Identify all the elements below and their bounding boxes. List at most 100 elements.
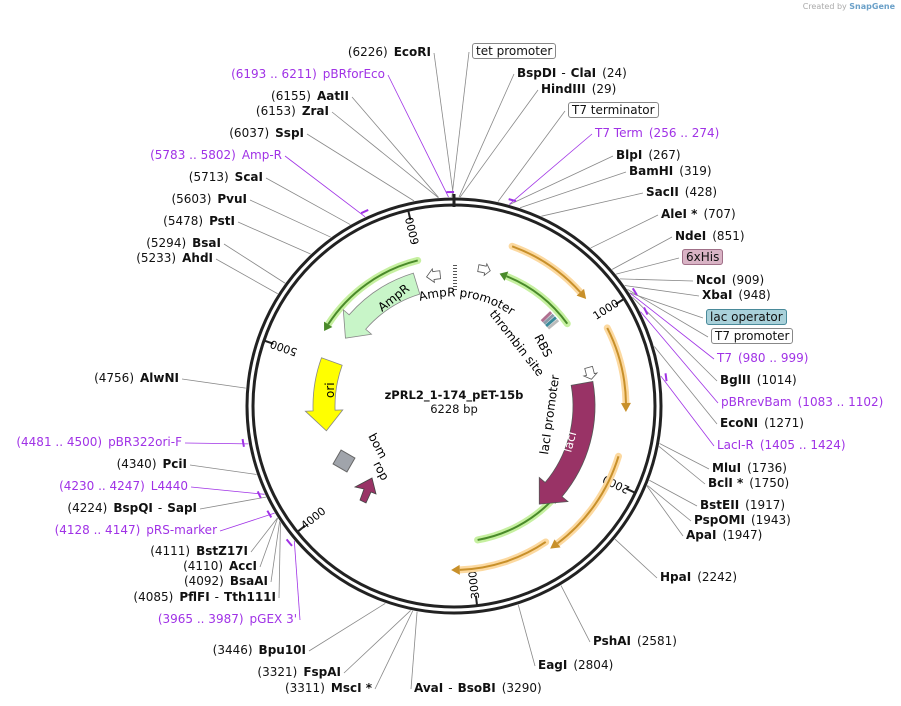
feature-label-ampr-promoter[interactable]: AmpR promoter: [417, 285, 517, 318]
feature-box-label[interactable]: T7 terminator: [568, 102, 659, 118]
restriction-site-label[interactable]: EcoNI (1271): [720, 416, 810, 431]
restriction-site-label[interactable]: PshAI (2581): [593, 634, 683, 649]
restriction-site-label[interactable]: (4110) AccI: [177, 559, 257, 574]
restriction-site-label[interactable]: (4756) AlwNI: [88, 371, 179, 386]
feature-box-label[interactable]: T7 promoter: [711, 328, 794, 344]
enzyme-name: BsaI: [192, 236, 221, 250]
restriction-site-label[interactable]: BstEII (1917): [700, 498, 791, 513]
leader-line: [497, 110, 566, 202]
primer-mark: [664, 373, 668, 382]
restriction-site-label[interactable]: (4085) PflFI - Tth111I: [127, 590, 276, 605]
restriction-site-label[interactable]: (5233) AhdI: [130, 251, 213, 266]
leader-line: [270, 521, 281, 583]
enzyme-name: AatII: [316, 89, 349, 103]
restriction-site-label[interactable]: (4111) BstZ17I: [144, 544, 248, 559]
enzyme-name: BclI *: [708, 476, 744, 490]
restriction-site-label[interactable]: (6037) SspI: [223, 126, 304, 141]
restriction-site-label[interactable]: (3311) MscI *: [279, 681, 372, 696]
restriction-site-label[interactable]: AleI * (707): [661, 207, 742, 222]
leader-line: [590, 214, 659, 249]
restriction-site-label[interactable]: (5603) PvuI: [165, 192, 247, 207]
restriction-site-label[interactable]: (5478) PstI: [157, 214, 235, 229]
leader-line: [541, 192, 644, 217]
watermark-created-by: Created by: [802, 2, 847, 11]
leader-line: [459, 89, 539, 198]
restriction-site-label[interactable]: (5294) BsaI: [140, 236, 221, 251]
site-position: (319): [679, 164, 712, 178]
primer-label[interactable]: pBRrevBam (1083 .. 1102): [721, 395, 889, 410]
enzyme-name-2: SapI: [167, 501, 197, 515]
restriction-site-label[interactable]: BglII (1014): [720, 373, 803, 388]
restriction-site-label[interactable]: MluI (1736): [712, 461, 793, 476]
tick-mark: [625, 487, 636, 494]
restriction-site-label[interactable]: EagI (2804): [538, 658, 619, 673]
restriction-site-label[interactable]: (6153) ZraI: [250, 104, 329, 119]
leader-line: [189, 464, 257, 475]
site-position: (1750): [749, 476, 790, 490]
enzyme-name: FspAI: [303, 665, 341, 679]
site-position: (267): [648, 148, 681, 162]
restriction-site-label[interactable]: (4340) PciI: [111, 457, 187, 472]
primer-label[interactable]: (6193 .. 6211) pBRforEco: [225, 67, 385, 82]
restriction-site-label[interactable]: BlpI (267): [616, 148, 687, 163]
enzyme-name: EcoRI: [393, 45, 431, 59]
restriction-site-label[interactable]: SacII (428): [646, 185, 723, 200]
enzyme-name: BsaAI: [229, 574, 268, 588]
restriction-site-label[interactable]: NcoI (909): [696, 273, 770, 288]
enzyme-name: EcoNI: [720, 416, 759, 430]
restriction-site-label[interactable]: (5713) ScaI: [183, 170, 263, 185]
restriction-site-label[interactable]: NdeI (851): [675, 229, 751, 244]
restriction-site-label[interactable]: BclI * (1750): [708, 476, 795, 491]
primer-label[interactable]: (4230 .. 4247) L4440: [53, 479, 188, 494]
restriction-site-label[interactable]: BamHI (319): [629, 164, 718, 179]
restriction-site-label[interactable]: (3446) Bpu10I: [207, 643, 306, 658]
restriction-site-label[interactable]: (6226) EcoRI: [342, 45, 431, 60]
restriction-site-label[interactable]: PspOMI (1943): [694, 513, 797, 528]
ampr-feature-arrow: [342, 272, 421, 339]
primer-name: pBRforEco: [322, 67, 385, 81]
orf-arc-orange-arrowhead: [550, 539, 561, 549]
restriction-site-label[interactable]: XbaI (948): [702, 288, 777, 303]
primer-range: (1083 .. 1102): [797, 395, 884, 409]
leader-line: [433, 52, 454, 198]
enzyme-name: ScaI: [234, 170, 263, 184]
feature-arcs: [304, 242, 631, 575]
leader-line: [658, 446, 706, 485]
primer-label[interactable]: (3965 .. 3987) pGEX 3': [152, 612, 297, 627]
restriction-site-label[interactable]: (4224) BspQI - SapI: [61, 501, 197, 516]
feature-label-laci[interactable]: lacI: [560, 430, 579, 454]
restriction-site-label[interactable]: (6155) AatII: [265, 89, 349, 104]
restriction-site-label[interactable]: HpaI (2242): [660, 570, 743, 585]
orf-arc-orange-glow: [456, 538, 550, 574]
primer-label[interactable]: (5783 .. 5802) Amp-R: [144, 148, 282, 163]
leader-line: [278, 522, 281, 599]
feature-box-label[interactable]: lac operator: [706, 309, 787, 325]
site-position: (707): [703, 207, 736, 221]
restriction-site-label[interactable]: (4092) BsaAI: [178, 574, 268, 589]
primer-name: pGEX 3': [249, 612, 297, 626]
primer-label[interactable]: (4128 .. 4147) pRS-marker: [49, 523, 217, 538]
primer-label[interactable]: T7 (980 .. 999): [717, 351, 814, 366]
primer-mark: [360, 209, 369, 215]
feature-label-rop[interactable]: rop: [370, 459, 392, 483]
restriction-site-label[interactable]: AvaI - BsoBI (3290): [414, 681, 548, 696]
restriction-site-label[interactable]: HindIII (29): [541, 82, 622, 97]
primer-label[interactable]: T7 Term (256 .. 274): [595, 126, 725, 141]
enzyme-name: AhdI: [182, 251, 213, 265]
restriction-site-label[interactable]: (3321) FspAI: [251, 665, 341, 680]
ampr-promoter-text[interactable]: AmpR promoter: [417, 285, 517, 318]
feature-box-label[interactable]: tet promoter: [472, 43, 557, 59]
feature-box-label[interactable]: 6xHis: [682, 249, 724, 265]
feature-label-bom[interactable]: bom: [365, 431, 390, 461]
primer-mark: [266, 510, 273, 518]
restriction-site-label[interactable]: ApaI (1947): [686, 528, 768, 543]
feature-label-ori[interactable]: ori: [323, 382, 337, 398]
restriction-site-label[interactable]: BspDI - ClaI (24): [517, 66, 633, 81]
leader-line: [646, 485, 684, 537]
primer-label[interactable]: LacI-R (1405 .. 1424): [717, 438, 852, 453]
orf-arc-orange: [511, 245, 582, 293]
primer-label[interactable]: (4481 .. 4500) pBR322ori-F: [10, 435, 182, 450]
primer-name: pBRrevBam: [721, 395, 792, 409]
leader-line: [659, 443, 710, 470]
